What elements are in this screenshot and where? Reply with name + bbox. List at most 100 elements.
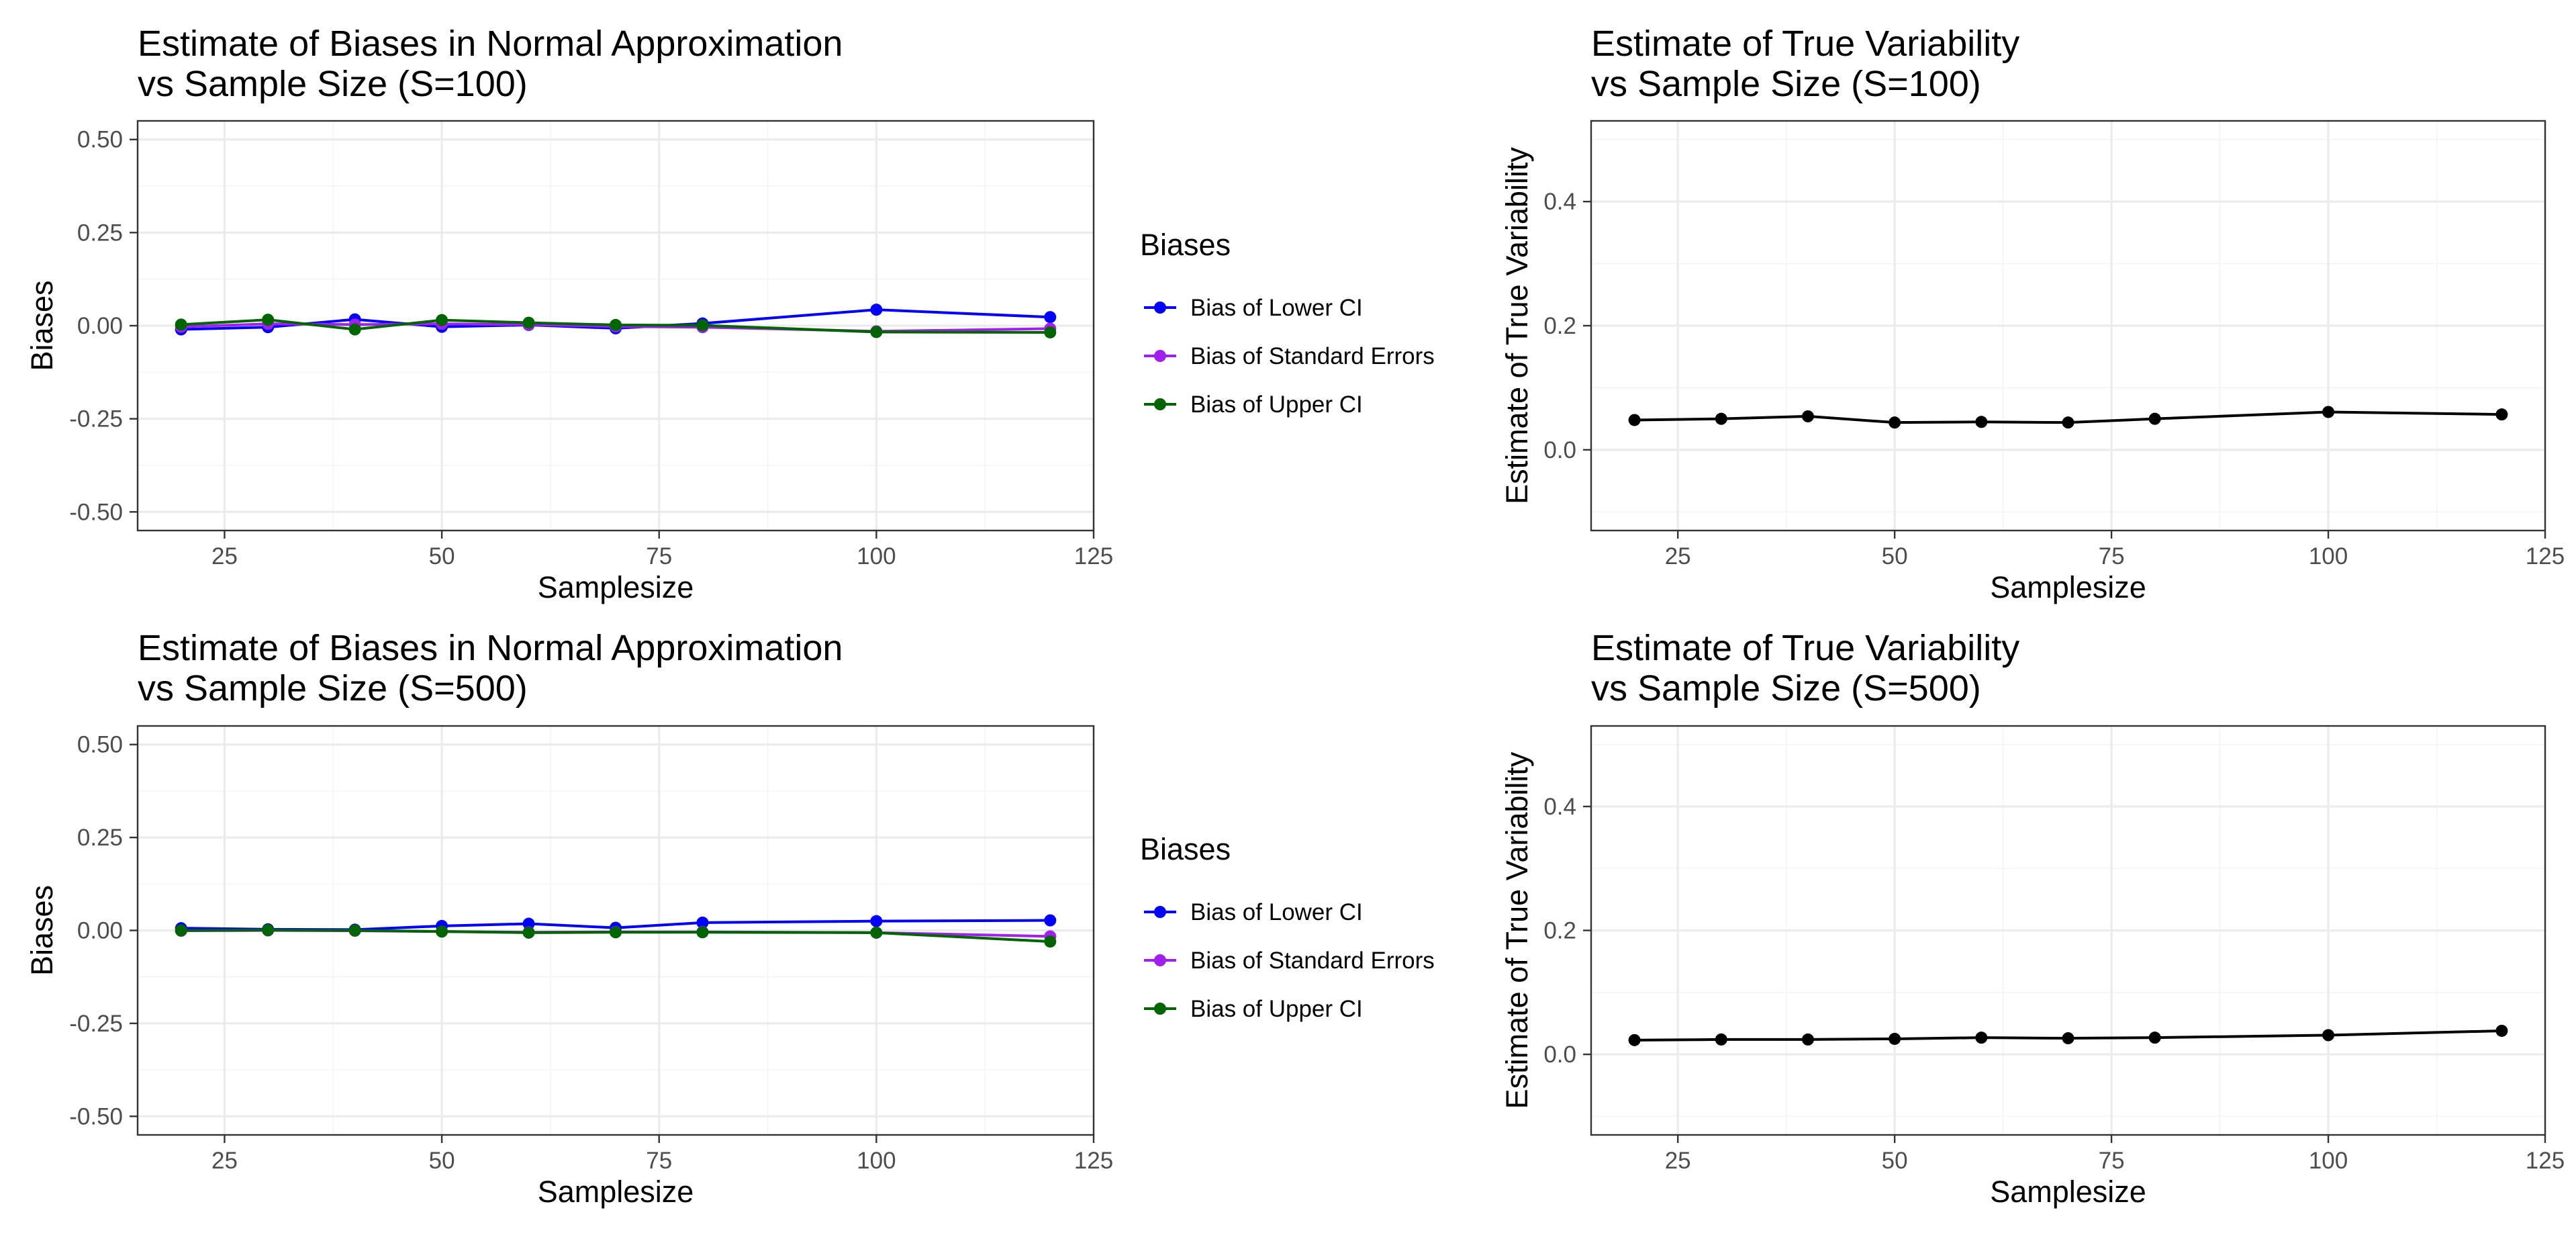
y-axis-title: Estimate of True Variability <box>1500 751 1534 1109</box>
legend-key-point <box>1154 302 1166 314</box>
data-point <box>1715 1033 1727 1046</box>
x-tick-label: 75 <box>646 543 672 569</box>
legend-key-point <box>1154 954 1166 966</box>
legend-item-3: Bias of Upper CI <box>1144 392 1363 418</box>
data-point <box>2322 1029 2335 1042</box>
data-point <box>2148 412 2161 425</box>
data-point <box>2495 1024 2508 1037</box>
x-tick-label: 25 <box>211 1148 238 1174</box>
data-point <box>1628 1034 1641 1046</box>
x-tick-label: 100 <box>857 543 896 569</box>
y-tick-label: 0.50 <box>77 732 123 758</box>
data-point <box>696 319 709 332</box>
data-point <box>1715 412 1727 425</box>
y-tick-label: -0.25 <box>69 1011 123 1037</box>
legend-key-point <box>1154 1003 1166 1015</box>
chart-panel-3: 25 50 75 100 125 0.50 0.25 0.00 -0.25 -0.50 Sample… <box>25 628 1435 1209</box>
data-point <box>1628 414 1641 426</box>
chart-panel-1: 25 50 75 100 125 0.50 0.25 0.00 -0.25 -0.50 Sample… <box>25 24 1435 604</box>
data-point <box>610 926 622 939</box>
y-tick-label: 0.2 <box>1543 313 1576 339</box>
data-point <box>1889 1032 1901 1045</box>
data-point <box>2322 406 2335 418</box>
y-tick-label: 0.0 <box>1543 1042 1576 1068</box>
data-point <box>2062 416 2074 429</box>
legend-item-2: Bias of Standard Errors <box>1144 343 1435 369</box>
legend-item-3: Bias of Upper CI <box>1144 996 1363 1022</box>
y-tick-label: 0.4 <box>1543 189 1576 215</box>
data-point <box>262 923 275 936</box>
y-tick-label: -0.50 <box>69 1103 123 1130</box>
data-point <box>2495 408 2508 421</box>
data-point <box>522 926 535 939</box>
legend-label: Bias of Upper CI <box>1190 392 1363 418</box>
chart-title-line-2: vs Sample Size (S=100) <box>138 64 528 104</box>
data-point <box>1044 935 1057 948</box>
y-tick-label: 0.25 <box>77 825 123 851</box>
legend-label: Bias of Standard Errors <box>1190 948 1435 974</box>
legend-item-2: Bias of Standard Errors <box>1144 948 1435 974</box>
x-tick-label: 50 <box>1882 1148 1908 1174</box>
legend-label: Bias of Lower CI <box>1190 295 1363 321</box>
y-tick-label: 0.0 <box>1543 437 1576 463</box>
legend-item-1: Bias of Lower CI <box>1144 899 1363 925</box>
chart-title-line-1: Estimate of True Variability <box>1591 24 2019 64</box>
y-tick-label: 0.00 <box>77 918 123 944</box>
legend-label: Bias of Lower CI <box>1190 899 1363 925</box>
legend-key-point <box>1154 350 1166 362</box>
chart-title-line-1: Estimate of Biases in Normal Approximati… <box>138 628 843 668</box>
y-axis-title: Biases <box>25 885 59 976</box>
legend-label: Bias of Upper CI <box>1190 996 1363 1022</box>
y-tick-label: -0.50 <box>69 499 123 525</box>
y-tick-label: 0.00 <box>77 313 123 339</box>
chart-title-line-1: Estimate of True Variability <box>1591 628 2019 668</box>
x-tick-label: 25 <box>1665 543 1691 569</box>
data-point <box>1889 416 1901 429</box>
x-tick-label: 125 <box>1074 543 1113 569</box>
legend-item-1: Bias of Lower CI <box>1144 295 1363 321</box>
data-point <box>696 916 709 929</box>
data-point <box>2148 1031 2161 1044</box>
chart-panel-4: 25 50 75 100 125 0.4 0.2 0.0 Samplesize Estimate … <box>1500 628 2565 1209</box>
data-point <box>1044 326 1057 338</box>
data-point <box>870 304 883 316</box>
data-point <box>175 924 187 937</box>
y-tick-label: 0.25 <box>77 220 123 246</box>
data-point <box>1975 416 1988 428</box>
x-tick-label: 100 <box>857 1148 896 1174</box>
y-tick-label: 0.2 <box>1543 918 1576 944</box>
legend-key-point <box>1154 398 1166 410</box>
legend: Biases Bias of Lower CI Bias of Standard E… <box>1140 228 1435 418</box>
data-point <box>2062 1032 2074 1045</box>
x-tick-label: 100 <box>2309 1148 2348 1174</box>
data-point <box>522 917 535 930</box>
data-point <box>262 314 275 326</box>
chart-title-line-1: Estimate of Biases in Normal Approximati… <box>138 24 843 64</box>
data-point <box>1044 311 1057 324</box>
data-point <box>870 915 883 927</box>
x-tick-label: 125 <box>2526 543 2565 569</box>
y-axis-title: Estimate of True Variability <box>1500 147 1534 504</box>
data-point <box>348 323 361 336</box>
x-tick-label: 50 <box>429 1148 455 1174</box>
data-point <box>1801 1033 1814 1046</box>
data-point <box>175 318 187 331</box>
data-point <box>870 926 883 939</box>
data-point <box>1801 410 1814 422</box>
data-point <box>870 326 883 338</box>
data-point <box>696 926 709 939</box>
x-tick-label: 125 <box>2526 1148 2565 1174</box>
legend: Biases Bias of Lower CI Bias of Standard E… <box>1140 832 1435 1022</box>
x-tick-label: 100 <box>2309 543 2348 569</box>
legend-title: Biases <box>1140 832 1231 866</box>
x-axis-title: Samplesize <box>1990 1175 2146 1209</box>
x-tick-label: 25 <box>211 543 238 569</box>
x-axis-title: Samplesize <box>538 1175 694 1209</box>
x-tick-label: 50 <box>429 543 455 569</box>
x-tick-label: 75 <box>2099 543 2125 569</box>
y-axis-title: Biases <box>25 280 59 371</box>
data-point <box>522 316 535 329</box>
data-point <box>1975 1031 1988 1044</box>
x-tick-label: 75 <box>2099 1148 2125 1174</box>
